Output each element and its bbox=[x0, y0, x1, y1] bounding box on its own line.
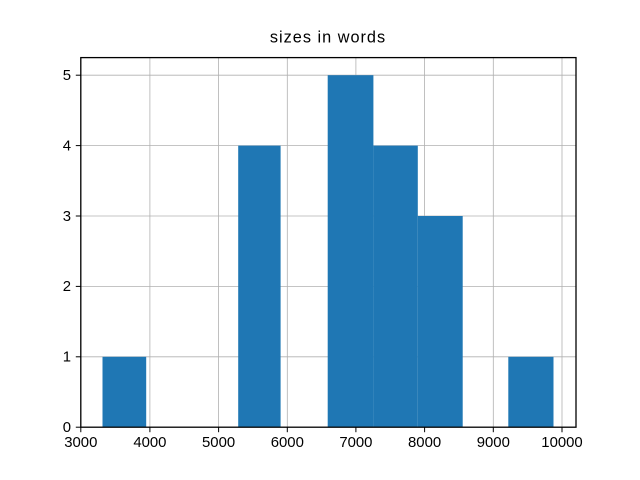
svg-text:3000: 3000 bbox=[64, 435, 97, 451]
svg-text:9000: 9000 bbox=[477, 435, 510, 451]
svg-text:5: 5 bbox=[63, 68, 71, 84]
svg-text:10000: 10000 bbox=[541, 435, 582, 451]
svg-text:4000: 4000 bbox=[133, 435, 166, 451]
svg-text:7000: 7000 bbox=[339, 435, 372, 451]
svg-text:sizes in words: sizes in words bbox=[270, 29, 386, 47]
svg-text:2: 2 bbox=[63, 279, 71, 295]
svg-text:1: 1 bbox=[63, 350, 71, 366]
svg-text:5000: 5000 bbox=[202, 435, 235, 451]
svg-text:8000: 8000 bbox=[408, 435, 441, 451]
svg-text:3: 3 bbox=[63, 209, 71, 225]
svg-text:0: 0 bbox=[63, 420, 71, 436]
svg-text:4: 4 bbox=[63, 138, 71, 154]
svg-text:6000: 6000 bbox=[271, 435, 304, 451]
